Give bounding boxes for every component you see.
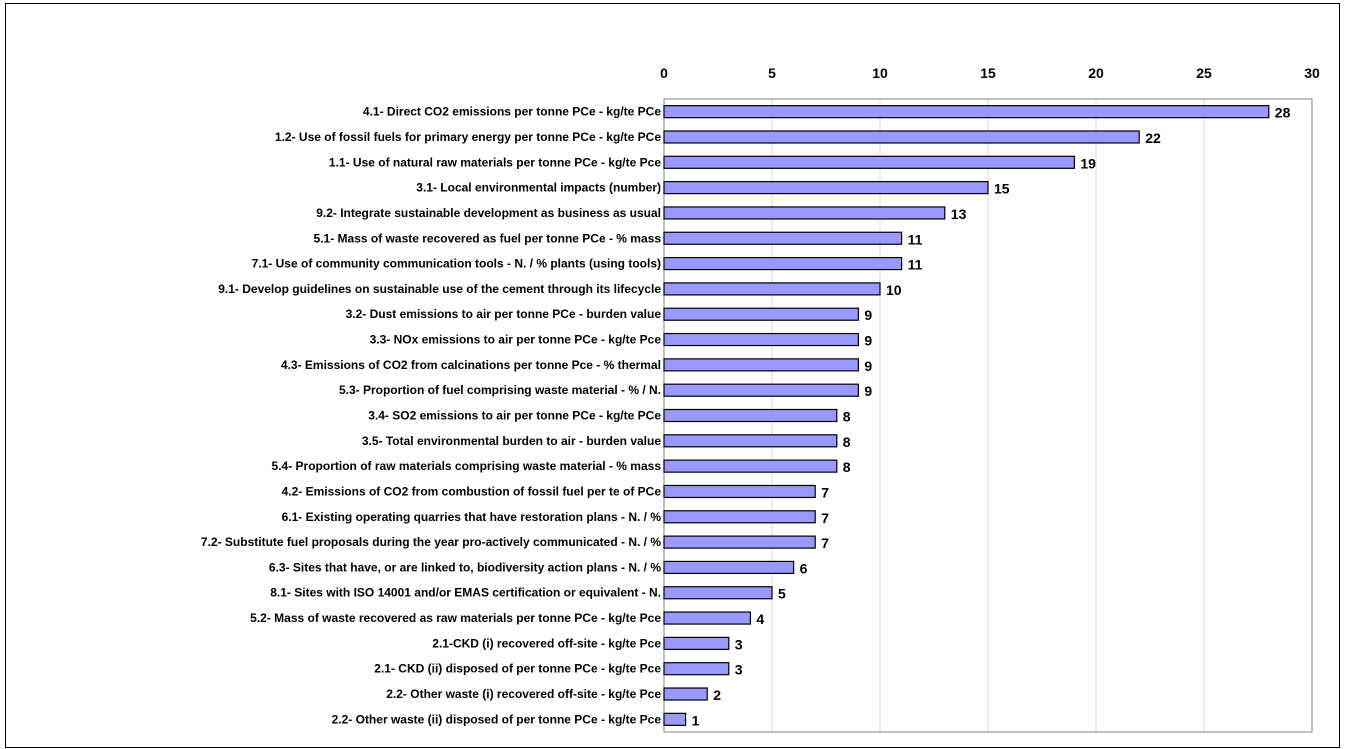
- category-label: 4.3- Emissions of CO2 from calcinations …: [281, 358, 661, 372]
- category-label: 1.2- Use of fossil fuels for primary ene…: [275, 130, 661, 144]
- data-label: 1: [692, 712, 700, 728]
- data-label: 3: [735, 662, 743, 678]
- data-label: 3: [735, 636, 743, 652]
- category-label: 2.2- Other waste (i) recovered off-site …: [386, 687, 661, 701]
- data-label: 8: [843, 409, 851, 425]
- category-label: 8.1- Sites with ISO 14001 and/or EMAS ce…: [270, 586, 661, 600]
- category-label: 9.2- Integrate sustainable development a…: [316, 206, 661, 220]
- category-label: 5.3- Proportion of fuel comprising waste…: [339, 383, 661, 397]
- category-label: 3.3- NOx emissions to air per tonne PCe …: [370, 333, 662, 347]
- category-label: 1.1- Use of natural raw materials per to…: [329, 155, 661, 169]
- bar: [663, 181, 989, 195]
- bar: [663, 484, 816, 499]
- bar: [663, 636, 730, 650]
- bar: [663, 535, 816, 549]
- category-label: 3.2- Dust emissions to air per tonne PCe…: [346, 307, 662, 321]
- category-label: 5.4- Proportion of raw materials compris…: [272, 459, 662, 473]
- data-label: 4: [756, 611, 764, 627]
- category-label: 4.2- Emissions of CO2 from combustion of…: [282, 484, 662, 498]
- x-tick-label: 5: [768, 65, 776, 81]
- bar: [663, 332, 859, 347]
- category-label: 6.3- Sites that have, or are linked to, …: [269, 560, 661, 574]
- category-label: 6.1- Existing operating quarries that ha…: [282, 510, 662, 524]
- category-label: 2.2- Other waste (ii) disposed of per to…: [332, 712, 662, 726]
- bar: [663, 130, 1140, 144]
- bar: [663, 206, 946, 220]
- bar: [663, 560, 795, 575]
- category-label: 7.1- Use of community communication tool…: [252, 257, 661, 271]
- x-tick-label: 15: [980, 65, 996, 81]
- category-labels: 4.1- Direct CO2 emissions per tonne PCe …: [201, 105, 661, 727]
- bar: [663, 282, 881, 296]
- x-tick-label: 20: [1088, 65, 1104, 81]
- data-label: 9: [864, 333, 872, 349]
- bar: [663, 611, 752, 625]
- category-label: 2.1-CKD (i) recovered off-site - kg/te P…: [432, 636, 661, 650]
- category-label: 3.4- SO2 emissions to air per tonne PCe …: [368, 409, 661, 423]
- data-label: 28: [1275, 105, 1291, 121]
- x-tick-label: 10: [872, 65, 888, 81]
- data-label: 10: [886, 282, 902, 298]
- data-label: 7: [821, 535, 829, 551]
- category-label: 2.1- CKD (ii) disposed of per tonne PCe …: [374, 662, 661, 676]
- bar: [663, 687, 708, 701]
- x-axis-ticks: 0 5 10 15 20 25 30: [660, 65, 1320, 81]
- x-tick-label: 30: [1304, 65, 1320, 81]
- category-label: 4.1- Direct CO2 emissions per tonne PCe …: [363, 105, 661, 119]
- data-label: 5: [778, 586, 786, 602]
- data-label: 19: [1080, 155, 1096, 171]
- data-label: 8: [843, 459, 851, 475]
- category-label: 9.1- Develop guidelines on sustainable u…: [218, 282, 661, 296]
- bar: [663, 307, 859, 321]
- bar: [663, 712, 687, 726]
- data-label: 22: [1145, 130, 1161, 146]
- bar: [663, 358, 859, 372]
- bar: [663, 510, 816, 524]
- category-label: 7.2- Substitute fuel proposals during th…: [201, 535, 661, 549]
- x-tick-label: 0: [660, 65, 668, 81]
- grid-lines: [771, 99, 1205, 732]
- bar: [663, 662, 730, 676]
- category-label: 3.5- Total environmental burden to air -…: [362, 434, 661, 448]
- category-label: 5.1- Mass of waste recovered as fuel per…: [314, 231, 662, 245]
- data-label: 2: [713, 687, 721, 703]
- bar: [663, 586, 773, 600]
- bar: [663, 459, 838, 473]
- category-label: 5.2- Mass of waste recovered as raw mate…: [250, 611, 661, 625]
- data-label: 9: [864, 383, 872, 399]
- data-label: 13: [951, 206, 967, 222]
- data-label: 9: [864, 307, 872, 323]
- bar: [663, 383, 859, 397]
- bar: [663, 408, 838, 423]
- bars: [663, 105, 1270, 726]
- category-label: 3.1- Local environmental impacts (number…: [416, 181, 661, 195]
- data-label: 9: [864, 358, 872, 374]
- bar: [663, 105, 1270, 119]
- data-label: 11: [908, 231, 923, 247]
- data-label: 15: [994, 181, 1010, 197]
- x-tick-label: 25: [1196, 65, 1212, 81]
- bar: [663, 434, 838, 448]
- data-label: 7: [821, 484, 829, 500]
- data-label: 6: [800, 560, 808, 576]
- bar: [663, 256, 903, 271]
- data-label: 7: [821, 510, 829, 526]
- data-label: 11: [908, 257, 923, 273]
- data-label: 8: [843, 434, 851, 450]
- bar: [663, 231, 903, 245]
- bar: [663, 155, 1075, 169]
